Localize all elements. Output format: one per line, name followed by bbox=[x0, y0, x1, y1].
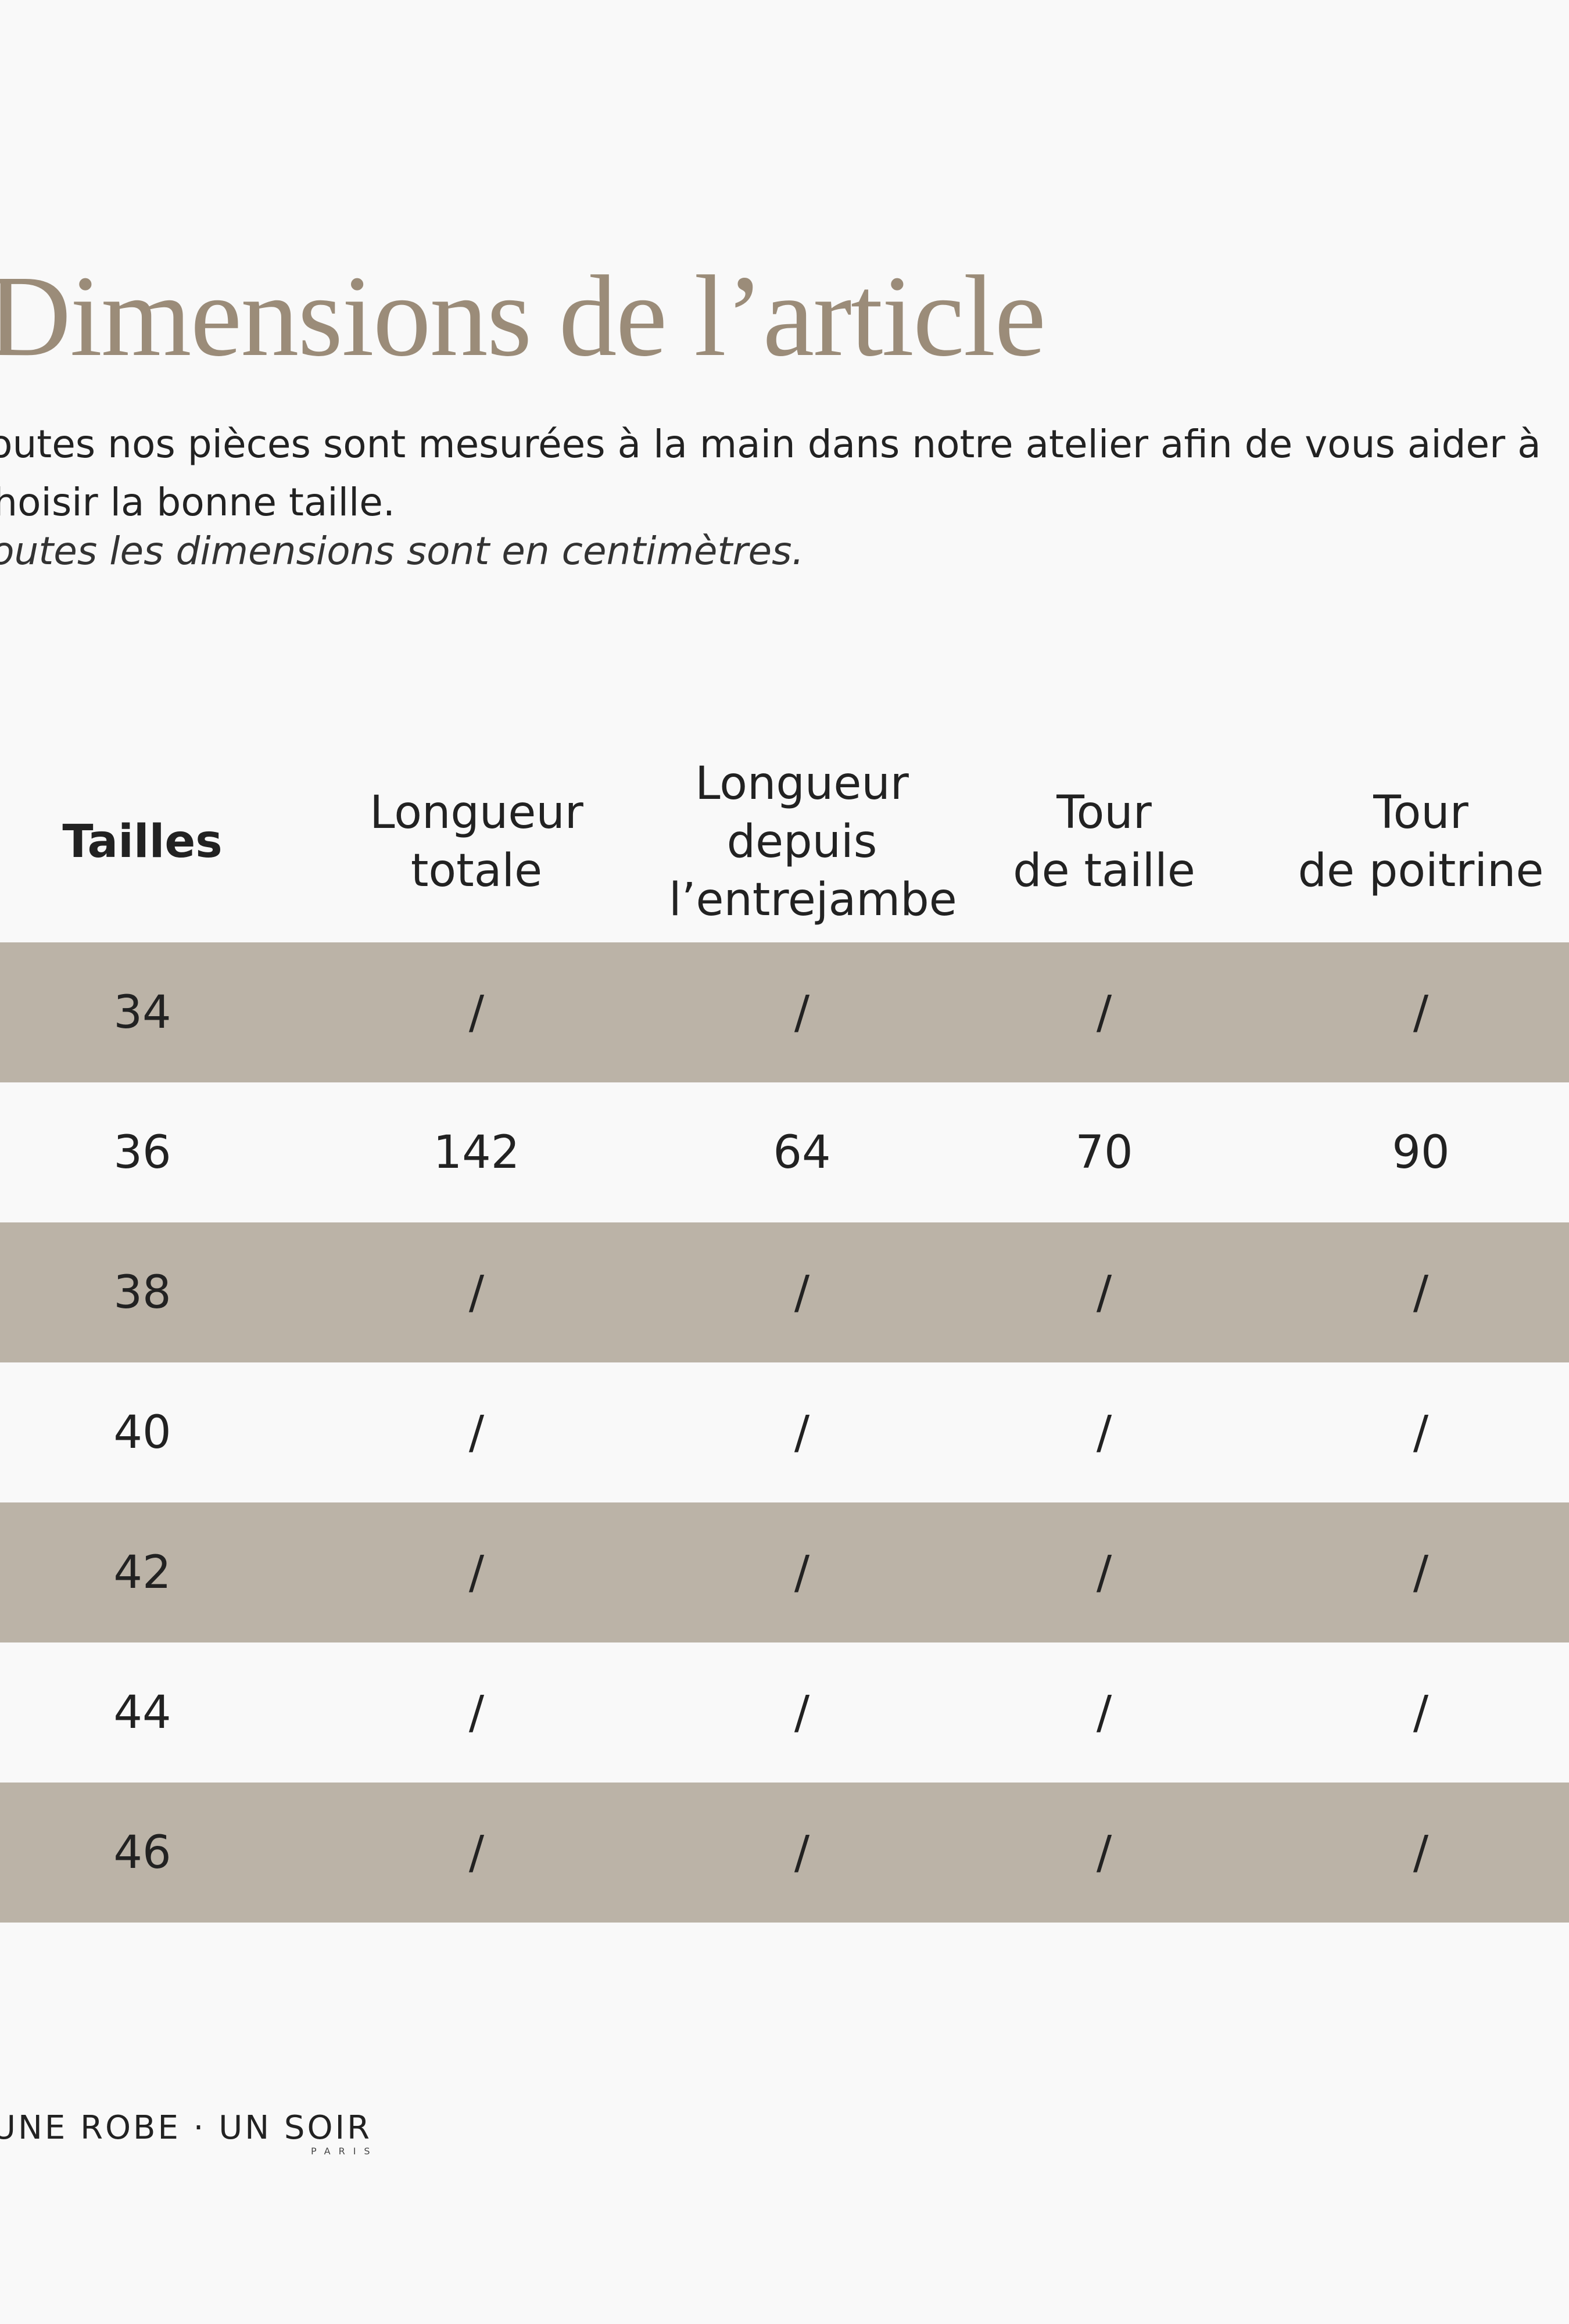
table-cell: / bbox=[285, 1783, 668, 1923]
table-cell: 40 bbox=[113, 1406, 171, 1459]
table-cell: 90 bbox=[1392, 1126, 1450, 1179]
table-cell: 46 bbox=[0, 1783, 285, 1923]
table-cell: 142 bbox=[433, 1126, 520, 1179]
table-cell: / bbox=[794, 1406, 810, 1459]
table-row: 36 142 64 70 90 bbox=[0, 1082, 1569, 1222]
table-row: 38// / / bbox=[0, 1222, 1569, 1362]
brand-logo: UNE ROBE · UN SOIR bbox=[0, 2109, 372, 2147]
table-cell: 38 bbox=[0, 1222, 285, 1362]
table-cell: 36 bbox=[113, 1126, 171, 1179]
table-cell: / bbox=[1096, 1406, 1112, 1459]
table-cell: / bbox=[936, 1502, 1273, 1642]
table-cell: / bbox=[1273, 942, 1569, 1082]
table-cell: / bbox=[936, 942, 1273, 1082]
table-cell: / bbox=[668, 942, 936, 1082]
table-cell: / bbox=[1273, 1222, 1569, 1362]
note: Toutes les dimensions sont en centimètre… bbox=[0, 529, 804, 573]
table-row: 44 / / / / bbox=[0, 1642, 1569, 1783]
table-cell: / bbox=[794, 1686, 810, 1739]
table-cell: / bbox=[668, 1222, 936, 1362]
table-cell: / bbox=[468, 1686, 485, 1739]
table-cell: 44 bbox=[113, 1686, 171, 1739]
table-cell: / bbox=[1096, 1686, 1112, 1739]
table-cell: 42 bbox=[0, 1502, 285, 1642]
size-table: Tailles Longueur totale Longueur depuis l’… bbox=[0, 741, 1569, 1923]
table-body: 34// //36 142 64 70 90 38// //40// //42// //44// /… bbox=[0, 942, 1569, 1923]
title: Dimensions de l’article bbox=[0, 252, 1046, 381]
table-cell: / bbox=[468, 1406, 485, 1459]
table-cell: 70 bbox=[1075, 1126, 1133, 1179]
column-header: Tour de taille bbox=[1013, 787, 1195, 897]
table-row: 34// / / bbox=[0, 942, 1569, 1082]
table-cell: / bbox=[1273, 1783, 1569, 1923]
table-row: 42// / / bbox=[0, 1502, 1569, 1642]
table-cell: / bbox=[285, 942, 668, 1082]
table-cell: / bbox=[1413, 1686, 1429, 1739]
column-header: Longueur depuis l’entrejambe bbox=[669, 758, 957, 926]
table-row: 40 / / / / bbox=[0, 1362, 1569, 1502]
table-cell: / bbox=[668, 1783, 936, 1923]
column-header: Tour de poitrine bbox=[1298, 787, 1544, 897]
header-row: Tailles Longueur totale Longueur depuis l’… bbox=[0, 741, 1569, 942]
table-cell: 64 bbox=[773, 1126, 831, 1179]
table-cell: / bbox=[1413, 1406, 1429, 1459]
table-cell: / bbox=[285, 1502, 668, 1642]
column-header: Tailles bbox=[62, 816, 223, 868]
brand-city: PARIS bbox=[311, 2146, 378, 2157]
table-row: 46// / / bbox=[0, 1783, 1569, 1923]
table-cell: / bbox=[936, 1222, 1273, 1362]
table-cell: / bbox=[1273, 1502, 1569, 1642]
table-cell: 34 bbox=[0, 942, 285, 1082]
table-cell: / bbox=[668, 1502, 936, 1642]
column-header: Longueur totale bbox=[370, 787, 583, 897]
table-cell: / bbox=[285, 1222, 668, 1362]
description: Toutes nos pièces sont mesurées à la mai… bbox=[0, 422, 1541, 525]
table-cell: / bbox=[936, 1783, 1273, 1923]
